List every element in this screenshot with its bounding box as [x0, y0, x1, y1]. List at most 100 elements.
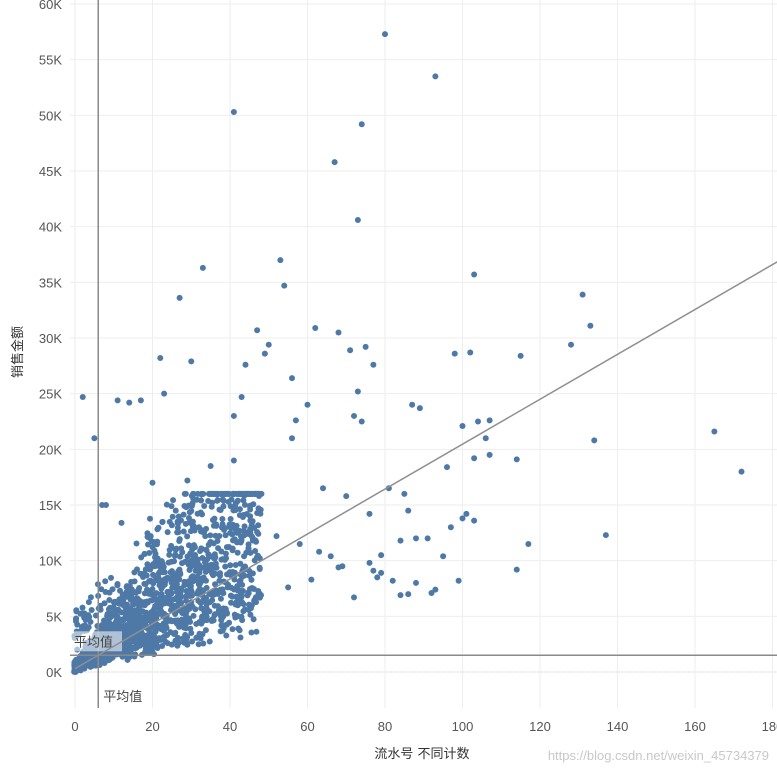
- cluster-point: [183, 597, 190, 604]
- cluster-point: [85, 624, 92, 631]
- cluster-point: [227, 562, 234, 569]
- cluster-point: [213, 522, 220, 529]
- cluster-point: [184, 533, 191, 540]
- cluster-point: [150, 642, 157, 649]
- data-point: [199, 264, 206, 271]
- y-tick-label: 25K: [39, 387, 62, 402]
- cluster-point: [227, 592, 234, 599]
- cluster-point: [155, 574, 162, 581]
- trend-line-path: [74, 261, 777, 670]
- y-tick-label: 30K: [39, 331, 62, 346]
- data-point: [525, 540, 532, 547]
- cluster-point: [150, 580, 157, 587]
- data-point: [401, 490, 408, 497]
- cluster-point: [108, 574, 115, 581]
- data-point: [230, 412, 237, 419]
- cluster-point: [225, 490, 232, 497]
- cluster-point: [106, 589, 113, 596]
- cluster-point: [239, 581, 246, 588]
- cluster-point: [211, 551, 218, 558]
- cluster-point: [106, 614, 113, 621]
- cluster-point: [158, 626, 165, 633]
- cluster-point: [219, 586, 226, 593]
- cluster-point: [154, 645, 161, 652]
- cluster-point: [218, 548, 225, 555]
- y-tick-label: 55K: [39, 53, 62, 68]
- cluster-point: [227, 529, 234, 536]
- cluster-point: [73, 608, 80, 615]
- cluster-point: [229, 626, 236, 633]
- cluster-point: [208, 503, 215, 510]
- cluster-point: [251, 597, 258, 604]
- cluster-point: [163, 501, 170, 508]
- y-tick-label: 10K: [39, 554, 62, 569]
- cluster-point: [113, 619, 120, 626]
- cluster-point: [143, 609, 150, 616]
- data-point: [238, 394, 245, 401]
- cluster-point: [194, 490, 201, 497]
- data-point: [331, 159, 338, 166]
- cluster-point: [212, 611, 219, 618]
- cluster-point: [133, 540, 140, 547]
- cluster-point: [170, 497, 177, 504]
- cluster-point: [119, 591, 126, 598]
- cluster-point: [128, 586, 135, 593]
- cluster-point: [188, 629, 195, 636]
- cluster-point: [159, 583, 166, 590]
- cluster-point: [181, 503, 188, 510]
- cluster-point: [140, 614, 147, 621]
- cluster-point: [87, 594, 94, 601]
- cluster-point: [222, 525, 229, 532]
- cluster-point: [252, 537, 259, 544]
- cluster-point: [184, 553, 191, 560]
- cluster-point: [190, 612, 197, 619]
- cluster-point: [171, 558, 178, 565]
- cluster-point: [157, 636, 164, 643]
- cluster-point: [79, 604, 86, 611]
- data-point: [362, 343, 369, 350]
- cluster-point: [252, 547, 259, 554]
- cluster-point: [212, 581, 219, 588]
- cluster-point: [148, 538, 155, 545]
- cluster-point: [240, 600, 247, 607]
- cluster-point: [209, 570, 216, 577]
- cluster-point: [210, 540, 217, 547]
- cluster-point: [208, 617, 215, 624]
- cluster-point: [185, 616, 192, 623]
- cluster-point: [85, 599, 92, 606]
- cluster-point: [188, 502, 195, 509]
- cluster-point: [228, 584, 235, 591]
- data-point: [459, 515, 466, 522]
- data-point: [292, 417, 299, 424]
- cluster-point: [194, 573, 201, 580]
- cluster-point: [188, 519, 195, 526]
- data-point: [285, 584, 292, 591]
- cluster-point: [128, 636, 135, 643]
- cluster-point: [97, 658, 104, 665]
- cluster-point: [199, 577, 206, 584]
- data-point: [327, 553, 334, 560]
- data-point: [157, 355, 164, 362]
- cluster-point: [202, 546, 209, 553]
- cluster-point: [189, 573, 196, 580]
- cluster-point: [250, 616, 257, 623]
- cluster-point: [165, 559, 172, 566]
- data-point: [370, 361, 377, 368]
- cluster-point: [237, 560, 244, 567]
- x-tick-label: 40: [223, 719, 237, 734]
- cluster-point: [186, 509, 193, 516]
- cluster-point: [221, 556, 228, 563]
- cluster-point: [224, 571, 231, 578]
- data-point: [312, 324, 319, 331]
- cluster-point: [126, 623, 133, 630]
- cluster-point: [129, 645, 136, 652]
- cluster-point: [178, 599, 185, 606]
- y-tick-label: 60K: [39, 0, 62, 12]
- cluster-point: [108, 655, 115, 662]
- cluster-point: [240, 608, 247, 615]
- cluster-point: [185, 561, 192, 568]
- data-point: [87, 618, 94, 625]
- cluster-point: [222, 563, 229, 570]
- cluster-point: [146, 515, 153, 522]
- cluster-point: [137, 570, 144, 577]
